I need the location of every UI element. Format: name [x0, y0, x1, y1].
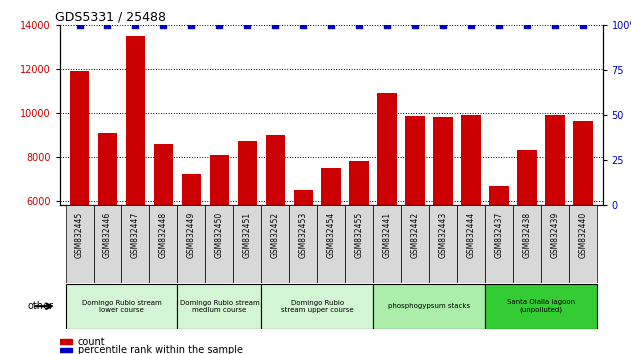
- Text: GSM832452: GSM832452: [271, 212, 280, 258]
- Bar: [66, 284, 177, 329]
- Text: GSM832444: GSM832444: [467, 212, 476, 258]
- Bar: [485, 284, 597, 329]
- Bar: [237, 142, 257, 333]
- Bar: [126, 36, 145, 333]
- Polygon shape: [429, 205, 457, 283]
- Point: [326, 22, 336, 28]
- Text: GSM832455: GSM832455: [355, 212, 363, 258]
- Text: GSM832447: GSM832447: [131, 212, 140, 258]
- Bar: [209, 155, 229, 333]
- Text: GSM832454: GSM832454: [327, 212, 336, 258]
- Polygon shape: [290, 205, 317, 283]
- Text: Santa Olalla lagoon
(unpolluted): Santa Olalla lagoon (unpolluted): [507, 299, 575, 313]
- Text: GSM832448: GSM832448: [159, 212, 168, 258]
- Point: [74, 22, 85, 28]
- Point: [186, 22, 196, 28]
- Text: count: count: [78, 337, 105, 347]
- Bar: [405, 116, 425, 333]
- Point: [382, 22, 392, 28]
- Bar: [489, 185, 509, 333]
- Point: [354, 22, 364, 28]
- Polygon shape: [122, 205, 150, 283]
- Text: GSM832446: GSM832446: [103, 212, 112, 258]
- Point: [410, 22, 420, 28]
- Bar: [154, 144, 174, 333]
- Text: GSM832439: GSM832439: [551, 212, 560, 258]
- Polygon shape: [233, 205, 261, 283]
- Text: GDS5331 / 25488: GDS5331 / 25488: [54, 11, 165, 24]
- Text: percentile rank within the sample: percentile rank within the sample: [78, 345, 243, 354]
- Bar: [177, 284, 261, 329]
- Text: Domingo Rubio stream
lower course: Domingo Rubio stream lower course: [81, 300, 162, 313]
- Text: GSM832453: GSM832453: [299, 212, 308, 258]
- Bar: [433, 117, 453, 333]
- Bar: [517, 150, 537, 333]
- Bar: [545, 115, 565, 333]
- Bar: [261, 284, 373, 329]
- Polygon shape: [345, 205, 373, 283]
- Polygon shape: [206, 205, 233, 283]
- Bar: [573, 121, 593, 333]
- Polygon shape: [541, 205, 569, 283]
- Bar: [350, 161, 369, 333]
- Polygon shape: [373, 205, 401, 283]
- Point: [270, 22, 280, 28]
- Text: GSM832438: GSM832438: [522, 212, 531, 258]
- Text: GSM832451: GSM832451: [243, 212, 252, 258]
- Bar: [373, 284, 485, 329]
- Point: [466, 22, 476, 28]
- Text: phosphogypsum stacks: phosphogypsum stacks: [388, 303, 470, 309]
- Polygon shape: [66, 205, 93, 283]
- Bar: [70, 71, 90, 333]
- Text: GSM832440: GSM832440: [579, 212, 587, 258]
- Point: [242, 22, 252, 28]
- Bar: [377, 93, 397, 333]
- Text: GSM832441: GSM832441: [383, 212, 392, 258]
- Polygon shape: [401, 205, 429, 283]
- Bar: [182, 175, 201, 333]
- Text: GSM832449: GSM832449: [187, 212, 196, 258]
- Point: [438, 22, 448, 28]
- Text: other: other: [28, 301, 54, 311]
- Polygon shape: [261, 205, 290, 283]
- Point: [578, 22, 588, 28]
- Bar: [321, 168, 341, 333]
- Text: GSM832437: GSM832437: [495, 212, 504, 258]
- Bar: [461, 115, 481, 333]
- Polygon shape: [150, 205, 177, 283]
- Polygon shape: [513, 205, 541, 283]
- Text: GSM832450: GSM832450: [215, 212, 224, 258]
- Point: [158, 22, 168, 28]
- Point: [550, 22, 560, 28]
- Text: Domingo Rubio stream
medium course: Domingo Rubio stream medium course: [179, 300, 259, 313]
- Bar: [60, 339, 72, 344]
- Text: GSM832445: GSM832445: [75, 212, 84, 258]
- Point: [494, 22, 504, 28]
- Bar: [98, 133, 117, 333]
- Polygon shape: [485, 205, 513, 283]
- Text: GSM832443: GSM832443: [439, 212, 447, 258]
- Point: [522, 22, 532, 28]
- Polygon shape: [177, 205, 206, 283]
- Bar: [266, 135, 285, 333]
- Bar: [293, 190, 313, 333]
- Point: [131, 22, 141, 28]
- Polygon shape: [317, 205, 345, 283]
- Point: [215, 22, 225, 28]
- Bar: [60, 348, 72, 352]
- Polygon shape: [93, 205, 122, 283]
- Text: GSM832442: GSM832442: [411, 212, 420, 258]
- Polygon shape: [569, 205, 597, 283]
- Polygon shape: [457, 205, 485, 283]
- Point: [102, 22, 112, 28]
- Point: [298, 22, 309, 28]
- Text: Domingo Rubio
stream upper course: Domingo Rubio stream upper course: [281, 300, 353, 313]
